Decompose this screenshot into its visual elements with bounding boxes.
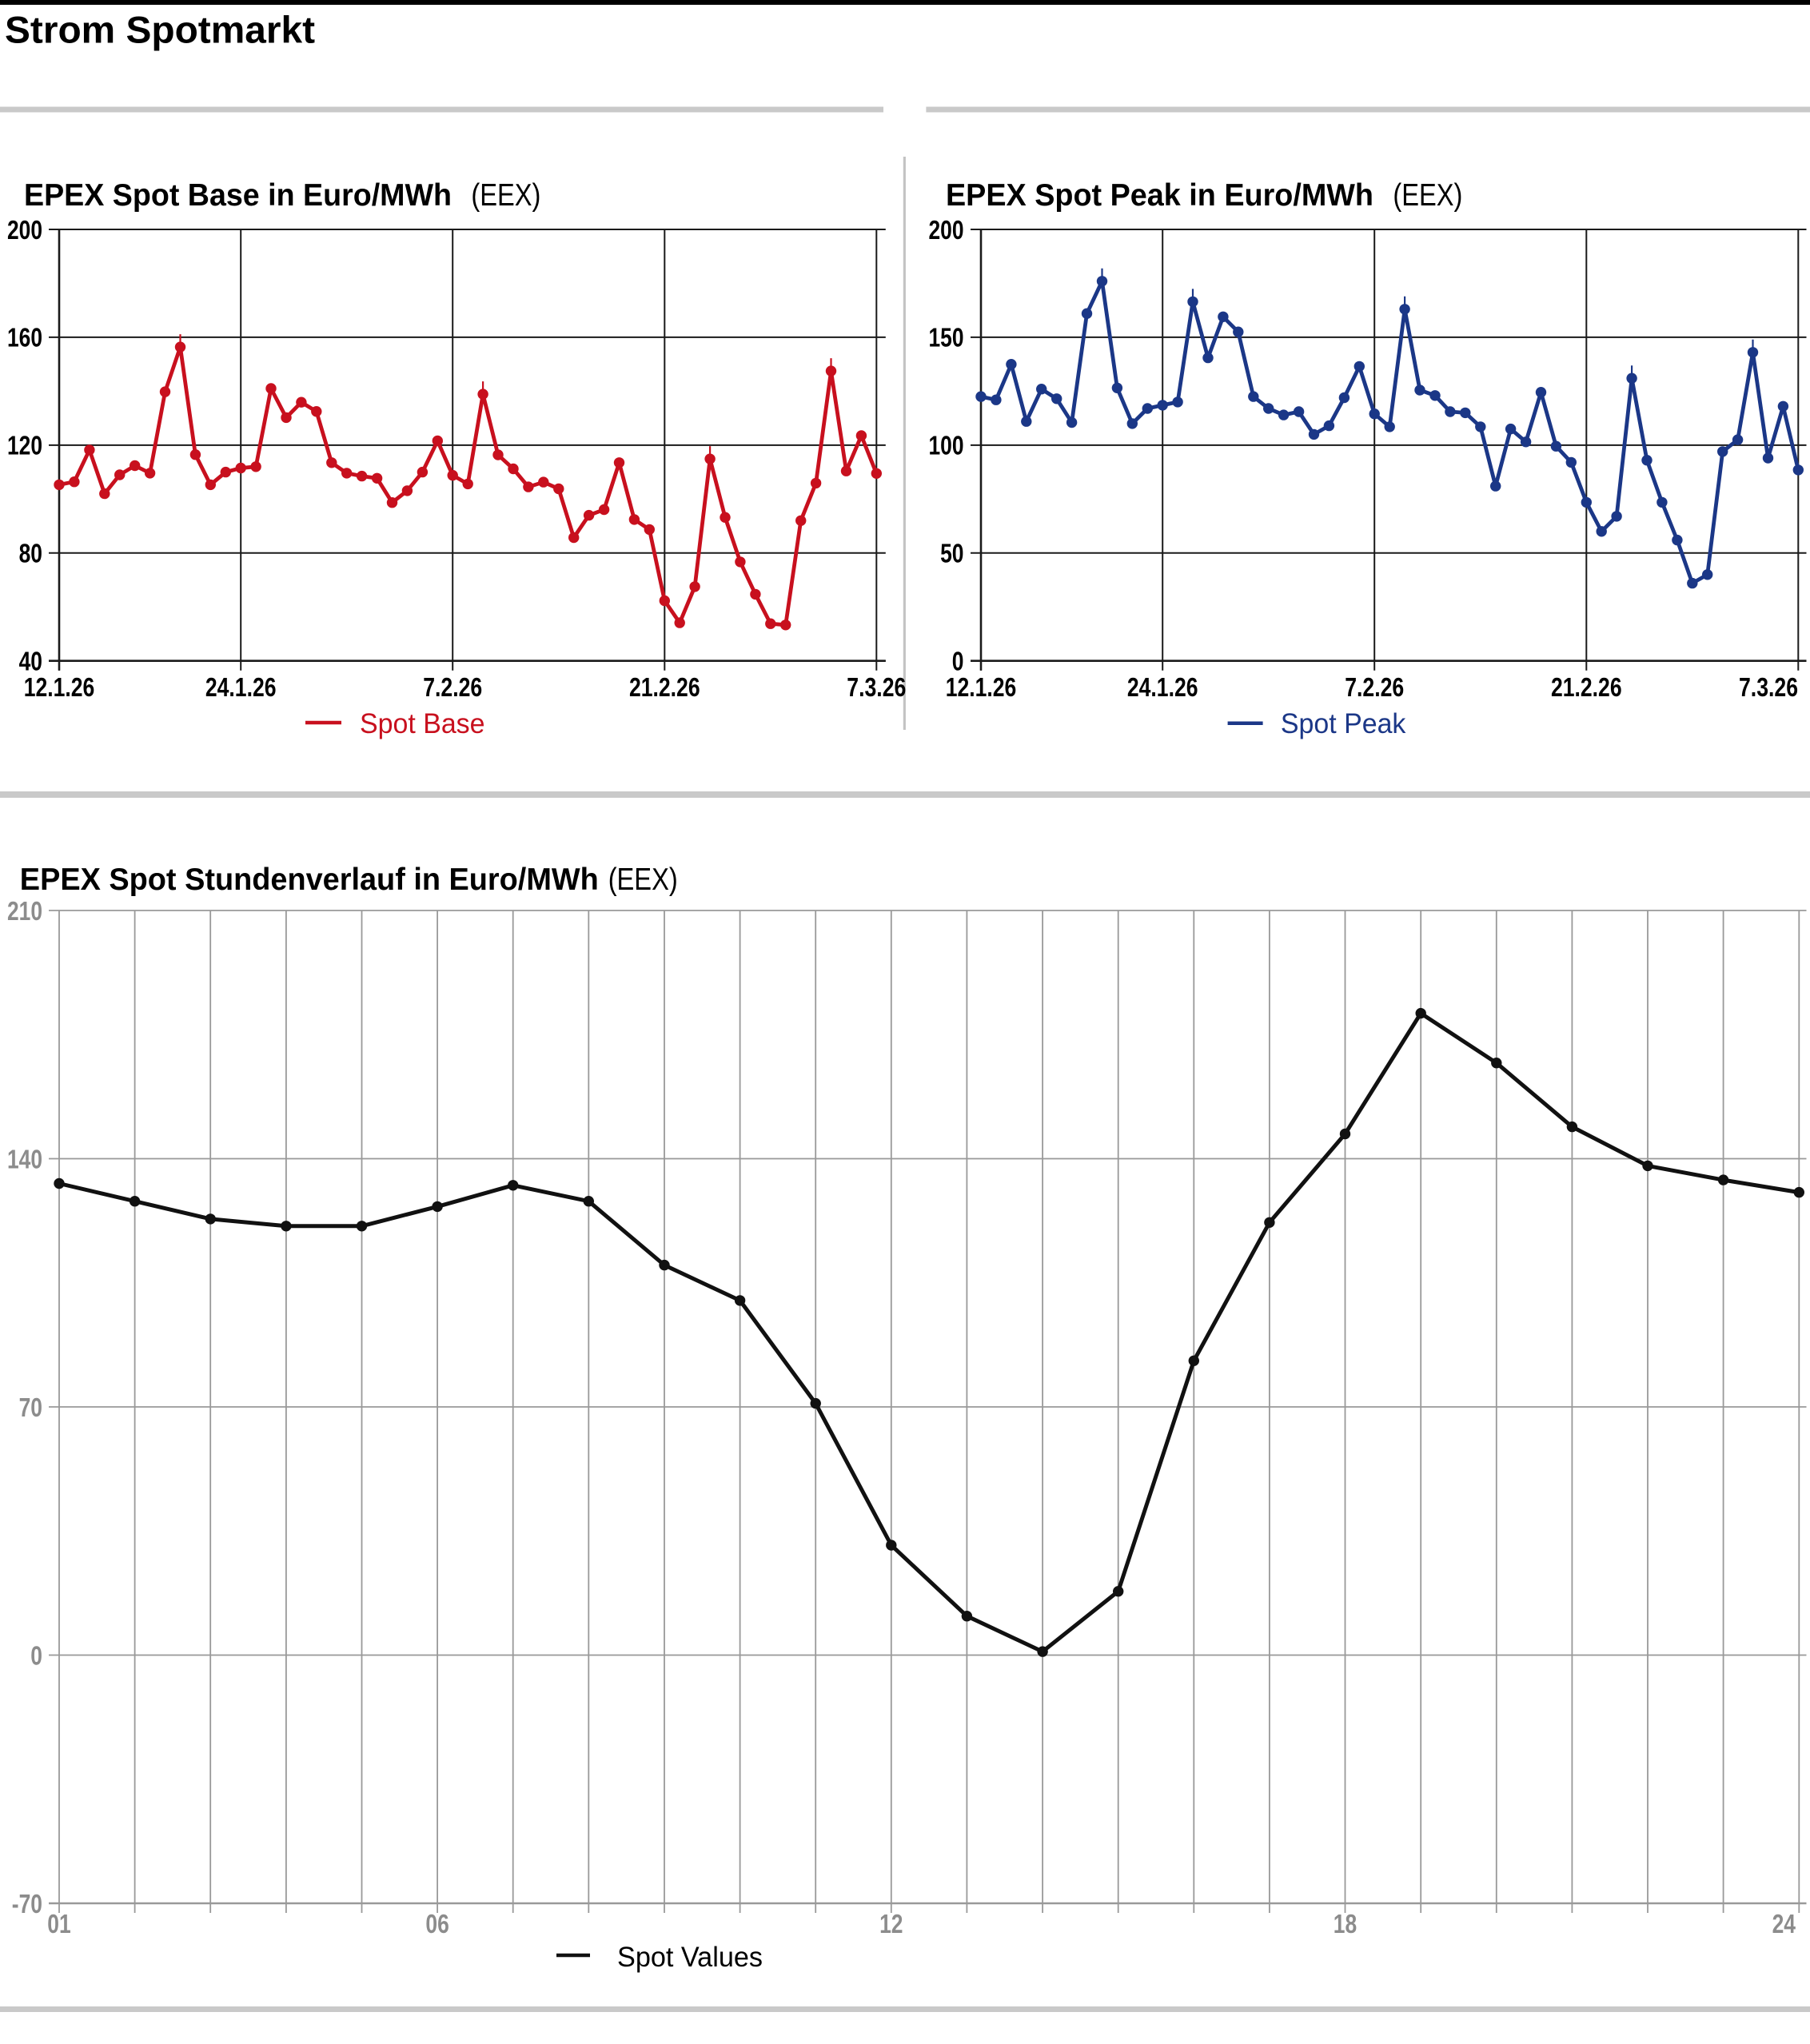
svg-text:7.2.26: 7.2.26	[423, 672, 482, 702]
svg-text:21.2.26: 21.2.26	[1551, 672, 1622, 702]
svg-text:21.2.26: 21.2.26	[629, 672, 700, 702]
svg-text:18: 18	[1334, 1909, 1357, 1938]
svg-text:50: 50	[940, 539, 963, 568]
svg-text:200: 200	[929, 215, 964, 245]
svg-text:EPEX Spot Peak in Euro/MWh: EPEX Spot Peak in Euro/MWh	[946, 178, 1373, 213]
svg-text:100: 100	[929, 431, 964, 460]
svg-text:7.3.26: 7.3.26	[1739, 672, 1798, 702]
svg-text:80: 80	[19, 539, 42, 568]
svg-text:7.3.26: 7.3.26	[847, 672, 906, 702]
svg-text:210: 210	[7, 896, 42, 926]
svg-text:12.1.26: 12.1.26	[24, 672, 95, 702]
svg-text:140: 140	[7, 1144, 42, 1173]
svg-text:24.1.26: 24.1.26	[1127, 672, 1198, 702]
svg-text:06: 06	[425, 1909, 449, 1938]
svg-text:24: 24	[1772, 1909, 1796, 1938]
svg-text:(EEX): (EEX)	[608, 863, 678, 897]
svg-text:-70: -70	[12, 1889, 42, 1918]
svg-text:(EEX): (EEX)	[471, 178, 540, 213]
svg-text:200: 200	[7, 215, 42, 245]
svg-text:12: 12	[879, 1909, 903, 1938]
svg-text:70: 70	[19, 1393, 42, 1422]
svg-text:0: 0	[952, 647, 964, 676]
svg-text:(EEX): (EEX)	[1393, 178, 1462, 213]
svg-text:40: 40	[19, 647, 42, 676]
svg-text:Spot Base: Spot Base	[360, 708, 485, 739]
svg-text:7.2.26: 7.2.26	[1345, 672, 1404, 702]
svg-text:24.1.26: 24.1.26	[205, 672, 277, 702]
svg-text:Strom Spotmarkt: Strom Spotmarkt	[5, 9, 315, 51]
svg-text:Spot Values: Spot Values	[617, 1942, 763, 1973]
svg-text:150: 150	[929, 323, 964, 353]
svg-text:01: 01	[47, 1909, 70, 1938]
svg-text:EPEX Spot Base in Euro/MWh: EPEX Spot Base in Euro/MWh	[24, 178, 452, 213]
svg-text:12.1.26: 12.1.26	[946, 672, 1017, 702]
svg-text:EPEX Spot Stundenverlauf in Eu: EPEX Spot Stundenverlauf in Euro/MWh	[20, 863, 599, 897]
svg-text:0: 0	[30, 1640, 42, 1670]
svg-text:120: 120	[7, 431, 42, 460]
svg-text:160: 160	[7, 323, 42, 353]
svg-text:Spot Peak: Spot Peak	[1281, 708, 1406, 739]
